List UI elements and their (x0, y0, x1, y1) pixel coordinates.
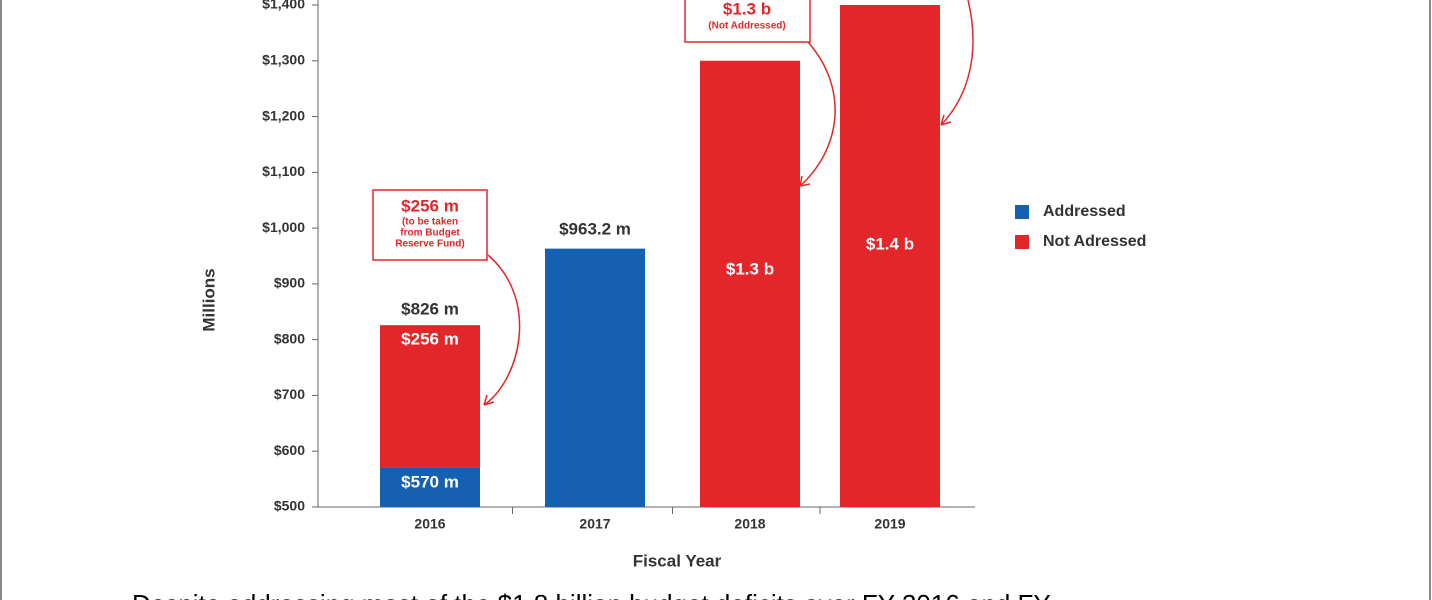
y-tick-label: $500 (274, 498, 305, 514)
y-axis-title: Millions (199, 268, 218, 331)
annotation-arrow (483, 254, 521, 406)
arrow-head (940, 114, 952, 126)
bar-segment (545, 248, 645, 507)
legend-label: Addressed (1043, 203, 1126, 220)
data-label: $256 m (401, 329, 459, 348)
arrow-head (799, 175, 811, 187)
annotation-title: $256 m (401, 196, 459, 215)
annotation-box (684, 0, 811, 43)
x-tick-label: 2019 (874, 516, 905, 532)
x-axis-title: Fiscal Year (633, 551, 722, 570)
annotation-title: $1.3 b (723, 0, 771, 18)
legend-swatch (1015, 235, 1029, 249)
bar-segment (700, 60, 800, 508)
annotation-text: from Budget (400, 228, 460, 239)
annotation-arrow (799, 41, 836, 187)
y-tick-label: $700 (274, 386, 305, 402)
legend-swatch (1015, 205, 1029, 219)
bullet-text: Despite addressing most of the $1.8 bill… (132, 589, 1051, 600)
annotation-box (372, 189, 488, 261)
x-tick-label: 2018 (734, 516, 765, 532)
y-tick-label: $1,400 (262, 0, 305, 12)
arrow-head (483, 394, 495, 406)
annotation-text: Reserve Fund) (395, 239, 464, 250)
data-label: $1.3 b (726, 259, 774, 278)
bar-segment (840, 5, 940, 507)
bar-segment (380, 467, 480, 507)
bar-segment (380, 325, 480, 468)
y-tick-label: $900 (274, 275, 305, 291)
y-tick-label: $1,200 (262, 107, 305, 123)
x-tick-label: 2017 (579, 516, 610, 532)
y-tick-label: $1,300 (262, 51, 305, 67)
total-label: $826 m (401, 299, 459, 318)
data-label: $963.2 m (559, 219, 631, 238)
annotation-text: (to be taken (402, 217, 458, 228)
x-tick-label: 2016 (414, 516, 445, 532)
data-label: $570 m (401, 472, 459, 491)
data-label: $1.4 b (866, 234, 914, 253)
legend-label: Not Adressed (1043, 233, 1146, 250)
y-tick-label: $1,100 (262, 163, 305, 179)
y-tick-label: $800 (274, 330, 305, 346)
bullet-dot: • (90, 589, 99, 600)
annotation-arrow (940, 0, 974, 126)
y-tick-label: $1,000 (262, 219, 305, 235)
annotation-text: (Not Addressed) (708, 21, 785, 32)
y-tick-label: $600 (274, 442, 305, 458)
